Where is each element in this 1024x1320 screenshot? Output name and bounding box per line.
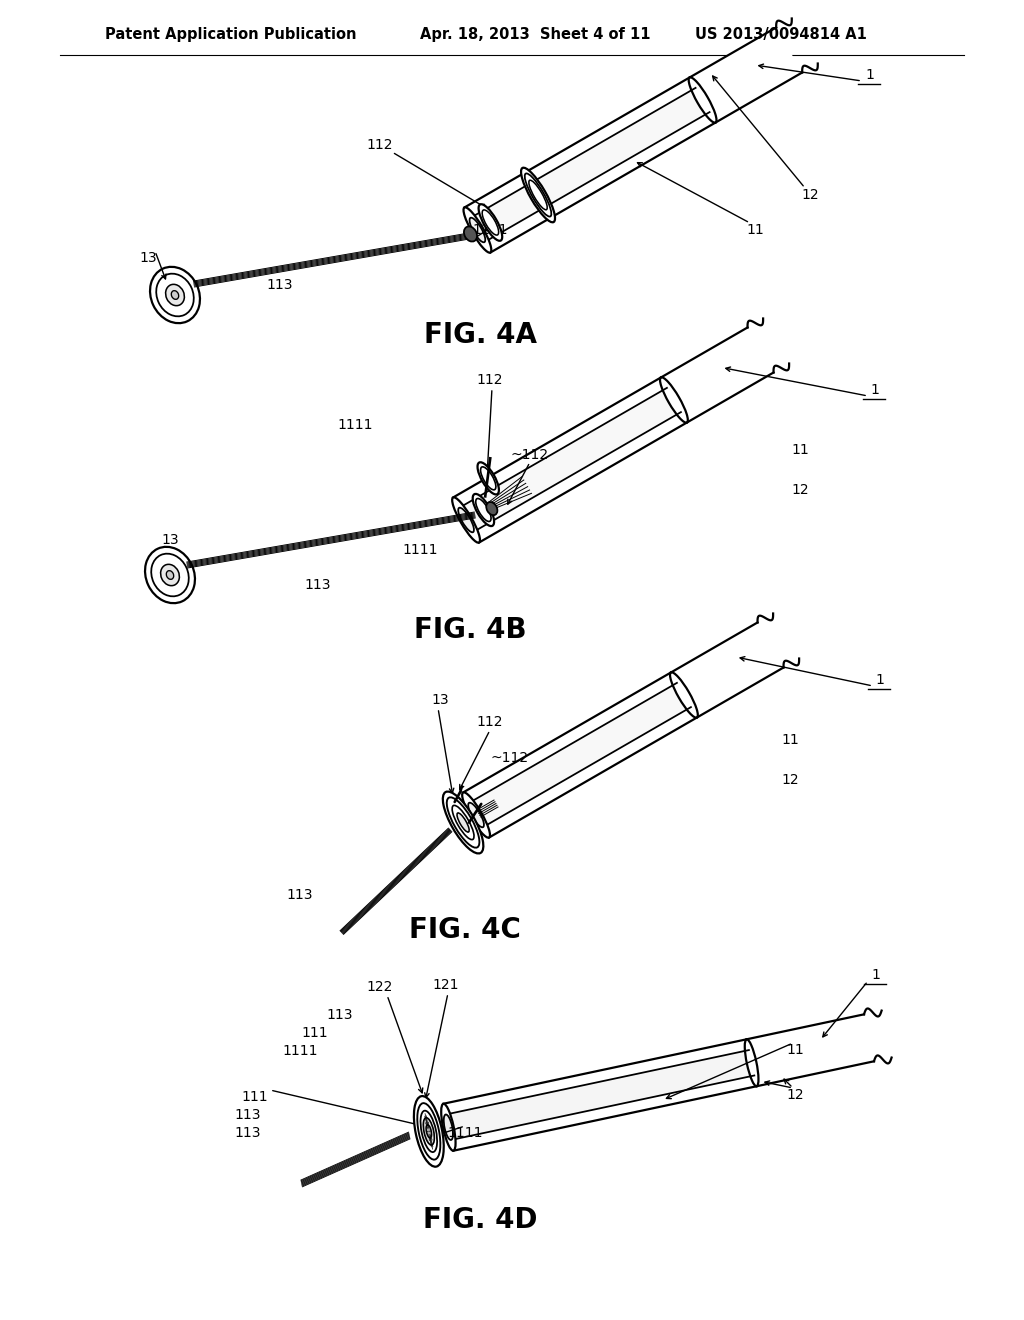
- Text: 11: 11: [792, 444, 809, 457]
- Ellipse shape: [423, 1118, 434, 1144]
- Ellipse shape: [473, 494, 495, 527]
- Ellipse shape: [477, 462, 499, 495]
- Ellipse shape: [457, 813, 469, 832]
- Ellipse shape: [145, 546, 195, 603]
- Polygon shape: [465, 78, 716, 252]
- Ellipse shape: [462, 792, 490, 838]
- Text: 11: 11: [746, 223, 764, 238]
- Text: US 2013/0094814 A1: US 2013/0094814 A1: [695, 28, 867, 42]
- Text: 113: 113: [327, 1008, 353, 1022]
- Ellipse shape: [458, 508, 474, 532]
- Text: 12: 12: [786, 1088, 804, 1102]
- Text: 113: 113: [287, 888, 313, 902]
- Ellipse shape: [744, 1039, 759, 1086]
- Text: 12: 12: [781, 774, 799, 787]
- Polygon shape: [443, 1039, 757, 1151]
- Ellipse shape: [524, 173, 551, 216]
- Ellipse shape: [442, 792, 483, 854]
- Text: 111: 111: [302, 1026, 329, 1040]
- Text: 13: 13: [161, 533, 179, 546]
- Ellipse shape: [521, 168, 555, 222]
- Text: FIG. 4D: FIG. 4D: [423, 1206, 538, 1234]
- Text: 13: 13: [431, 693, 449, 708]
- Text: 12: 12: [801, 187, 819, 202]
- Text: 1111: 1111: [283, 1044, 317, 1059]
- Ellipse shape: [482, 210, 499, 235]
- Text: Patent Application Publication: Patent Application Publication: [105, 28, 356, 42]
- Text: 113: 113: [234, 1107, 261, 1122]
- Ellipse shape: [478, 205, 502, 240]
- Text: 13: 13: [139, 251, 157, 265]
- Ellipse shape: [171, 290, 179, 300]
- Text: 1111: 1111: [402, 543, 437, 557]
- Ellipse shape: [486, 502, 498, 515]
- Ellipse shape: [528, 181, 547, 210]
- Text: ~112: ~112: [511, 447, 549, 462]
- Polygon shape: [660, 327, 773, 422]
- Text: 112: 112: [367, 139, 393, 152]
- Text: 12: 12: [792, 483, 809, 498]
- Ellipse shape: [689, 78, 717, 123]
- Ellipse shape: [166, 570, 174, 579]
- Ellipse shape: [468, 803, 484, 828]
- Ellipse shape: [464, 227, 477, 242]
- Ellipse shape: [161, 565, 179, 586]
- Ellipse shape: [152, 553, 188, 597]
- Polygon shape: [453, 378, 687, 543]
- Polygon shape: [671, 623, 783, 718]
- Text: 1111: 1111: [472, 223, 508, 238]
- Text: 1: 1: [865, 69, 874, 82]
- Text: 113: 113: [305, 578, 331, 591]
- Polygon shape: [746, 1014, 873, 1086]
- Ellipse shape: [476, 499, 492, 521]
- Ellipse shape: [418, 1104, 440, 1160]
- Text: 112: 112: [477, 715, 503, 729]
- Text: Apr. 18, 2013  Sheet 4 of 11: Apr. 18, 2013 Sheet 4 of 11: [420, 28, 650, 42]
- Ellipse shape: [441, 1104, 456, 1151]
- Polygon shape: [689, 28, 802, 123]
- Ellipse shape: [426, 1125, 431, 1138]
- Text: ~112: ~112: [490, 751, 529, 766]
- Ellipse shape: [470, 218, 485, 243]
- Polygon shape: [470, 88, 710, 242]
- Text: 111: 111: [242, 1090, 268, 1104]
- Text: 1111: 1111: [447, 1126, 482, 1140]
- Ellipse shape: [453, 498, 480, 543]
- Ellipse shape: [151, 267, 200, 323]
- Text: 112: 112: [477, 374, 503, 387]
- Ellipse shape: [446, 797, 479, 847]
- Ellipse shape: [464, 207, 492, 252]
- Text: FIG. 4B: FIG. 4B: [414, 616, 526, 644]
- Ellipse shape: [670, 672, 697, 718]
- Text: 122: 122: [367, 979, 393, 994]
- Ellipse shape: [453, 805, 474, 840]
- Polygon shape: [445, 1049, 755, 1140]
- Ellipse shape: [157, 273, 194, 317]
- Text: 113: 113: [266, 279, 293, 292]
- Text: FIG. 4A: FIG. 4A: [424, 321, 537, 348]
- Text: FIG. 4C: FIG. 4C: [409, 916, 521, 944]
- Text: 1: 1: [871, 968, 881, 982]
- Ellipse shape: [414, 1096, 443, 1167]
- Ellipse shape: [660, 378, 688, 422]
- Text: 1111: 1111: [337, 418, 373, 432]
- Polygon shape: [459, 388, 681, 532]
- Ellipse shape: [480, 467, 496, 490]
- Ellipse shape: [443, 1114, 453, 1140]
- Text: 11: 11: [786, 1043, 804, 1057]
- Polygon shape: [463, 672, 697, 837]
- Text: 1: 1: [870, 383, 880, 397]
- Polygon shape: [469, 682, 691, 828]
- Text: 11: 11: [781, 733, 799, 747]
- Text: 121: 121: [433, 978, 459, 993]
- Text: 113: 113: [234, 1126, 261, 1140]
- Text: 1: 1: [876, 673, 885, 686]
- Ellipse shape: [166, 284, 184, 306]
- Ellipse shape: [421, 1110, 437, 1152]
